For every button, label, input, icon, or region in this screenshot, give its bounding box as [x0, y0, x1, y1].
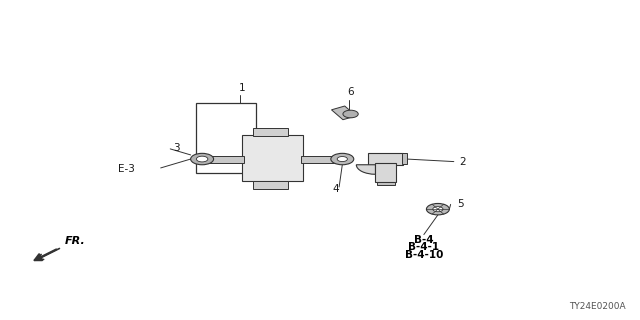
Bar — [377, 181, 394, 185]
Bar — [205, 156, 244, 163]
Circle shape — [331, 153, 354, 165]
Circle shape — [191, 153, 214, 165]
Bar — [301, 156, 349, 163]
Bar — [376, 163, 396, 182]
Text: B-4-10: B-4-10 — [404, 250, 443, 260]
Text: 2: 2 — [459, 156, 465, 167]
Text: 6: 6 — [348, 87, 354, 97]
Bar — [196, 103, 256, 173]
Text: 1: 1 — [239, 83, 246, 93]
Text: 4: 4 — [333, 184, 339, 194]
Text: FR.: FR. — [65, 236, 86, 246]
Text: B-4-1: B-4-1 — [408, 242, 440, 252]
Bar — [243, 135, 303, 180]
Bar — [401, 153, 406, 164]
Bar — [253, 180, 288, 188]
Text: 5: 5 — [457, 199, 463, 209]
Text: B-4: B-4 — [414, 235, 434, 245]
Circle shape — [337, 156, 348, 162]
Circle shape — [426, 204, 449, 215]
Text: 3: 3 — [173, 143, 180, 153]
Circle shape — [433, 207, 443, 212]
Bar — [332, 106, 356, 120]
Bar — [253, 128, 288, 136]
Text: E-3: E-3 — [118, 164, 135, 174]
Circle shape — [196, 156, 208, 162]
Bar — [368, 153, 403, 165]
Wedge shape — [356, 165, 376, 174]
Circle shape — [343, 110, 358, 118]
Text: TY24E0200A: TY24E0200A — [569, 302, 626, 311]
